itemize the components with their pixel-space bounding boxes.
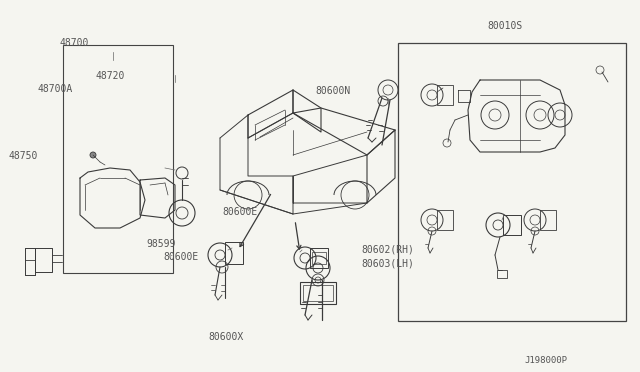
Text: 80600X: 80600X [208, 333, 243, 342]
Bar [63, 45, 173, 273]
Bar [225, 242, 243, 264]
Text: 98599: 98599 [146, 239, 175, 248]
Bar [540, 210, 556, 230]
Text: 80603(LH): 80603(LH) [362, 259, 415, 268]
Text: 80600E: 80600E [163, 252, 198, 262]
Text: J198000P: J198000P [525, 356, 568, 365]
Text: 80602(RH): 80602(RH) [362, 245, 415, 255]
Text: 48700: 48700 [60, 38, 89, 48]
Bar [503, 215, 521, 235]
Bar [312, 252, 326, 264]
Text: 80600N: 80600N [316, 86, 351, 96]
Bar [437, 210, 453, 230]
Text: 48700A: 48700A [37, 84, 72, 94]
Text: 48720: 48720 [96, 71, 125, 81]
Text: 80010S: 80010S [488, 21, 523, 31]
Bar [303, 285, 333, 301]
Circle shape [90, 152, 96, 158]
Bar [398, 43, 626, 321]
Bar [300, 282, 336, 304]
Text: 48750: 48750 [8, 151, 38, 161]
Bar [310, 248, 328, 268]
Text: 80600E: 80600E [223, 207, 258, 217]
Bar [497, 270, 507, 278]
Bar [437, 85, 453, 105]
